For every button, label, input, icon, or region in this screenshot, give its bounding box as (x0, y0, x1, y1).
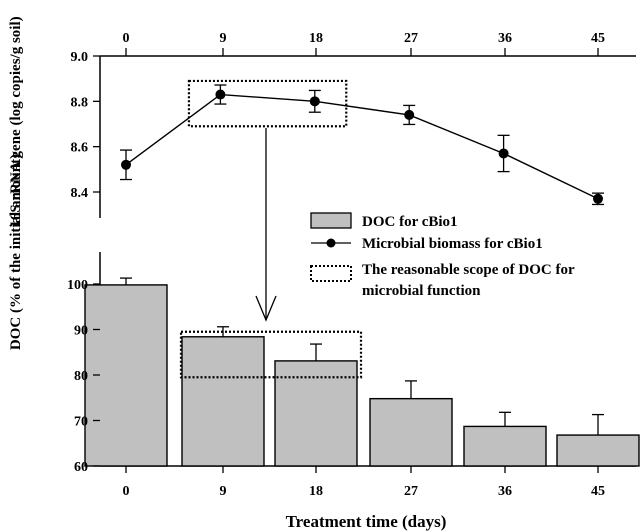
bottom-x-tick-label: 45 (591, 484, 605, 499)
top-x-tick-label: 27 (404, 31, 418, 46)
top-x-tick-label: 18 (309, 31, 323, 46)
legend-label-scope-line1: The reasonable scope of DOC for (362, 262, 575, 278)
bottom-x-tick-label: 0 (123, 484, 130, 499)
top-y-tick-label: 8.6 (71, 141, 89, 156)
biomass-point (404, 109, 415, 120)
scope-arrow (255, 128, 277, 322)
bottom-y-tick-label: 60 (74, 460, 88, 475)
y-axis-title-top: 16S rRNA gene (log copies/g soil) (8, 16, 24, 227)
top-x-tick-label: 9 (220, 31, 227, 46)
doc-bar (274, 360, 358, 467)
bottom-panel: 0 9 18 27 36 45 60 70 80 90 100 (67, 252, 640, 499)
doc-bar (369, 397, 453, 467)
top-y-tick-label: 8.8 (71, 95, 89, 110)
biomass-point (121, 159, 131, 170)
doc-bar (181, 336, 265, 467)
biomass-point (309, 96, 320, 107)
bottom-x-tick-label: 9 (220, 484, 227, 499)
biomass-point (215, 89, 226, 100)
top-x-tick-label: 45 (591, 31, 605, 46)
bottom-x-tick-label: 18 (309, 484, 323, 499)
doc-bar (463, 425, 547, 467)
top-y-tick-label: 8.4 (71, 186, 89, 201)
bottom-y-tick-label: 80 (74, 369, 88, 384)
biomass-line (125, 93, 599, 200)
legend-marker-swatch (326, 238, 336, 248)
bottom-x-tick-label: 36 (498, 484, 512, 499)
bottom-y-tick-label: 70 (74, 415, 88, 430)
doc-bar (556, 434, 640, 467)
legend-bar-swatch (310, 212, 352, 229)
y-axis-title-bottom: DOC (% of the initial amount) (8, 154, 24, 350)
top-x-tick-label: 36 (498, 31, 512, 46)
bottom-y-tick-label: 100 (67, 278, 88, 293)
top-panel: 0 9 18 27 36 45 8.4 8.6 8.8 9.0 (71, 31, 636, 218)
x-axis-title: Treatment time (days) (286, 512, 447, 531)
bottom-x-tick-label: 27 (404, 484, 418, 499)
top-scope-box (187, 79, 348, 128)
bottom-scope-box (179, 330, 363, 379)
top-x-tick-label: 0 (123, 31, 130, 46)
legend-label-biomass: Microbial biomass for cBio1 (362, 236, 543, 252)
legend-box-swatch (310, 265, 352, 282)
bottom-y-tick-label: 90 (74, 324, 88, 339)
legend-label-scope-line2: microbial function (362, 283, 481, 299)
biomass-point (498, 148, 509, 159)
legend-label-doc: DOC for cBio1 (362, 214, 458, 230)
biomass-point (593, 193, 603, 204)
top-y-tick-label: 9.0 (71, 50, 89, 65)
legend: DOC for cBio1 Microbial biomass for cBio… (310, 212, 575, 299)
